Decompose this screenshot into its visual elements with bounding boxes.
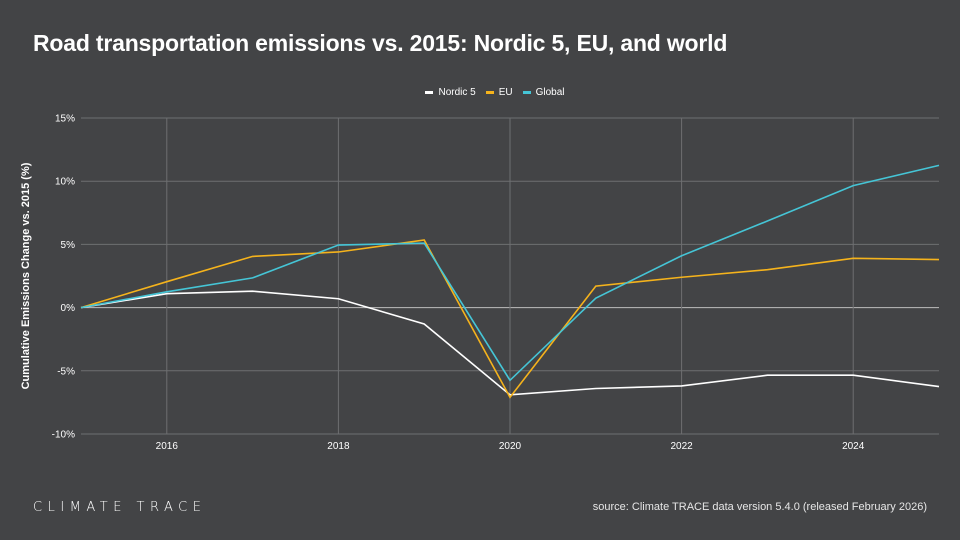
legend-label-nordic: Nordic 5 [438, 87, 476, 98]
series-line-nordic-5 [80, 290, 940, 396]
x-tick-label: 2024 [842, 441, 865, 452]
legend-item-global: Global [522, 87, 565, 98]
y-axis-ticks: -10% -5% 0% 5% 10% 15% [52, 114, 75, 441]
legend-item-eu: EU [485, 87, 513, 98]
x-tick-label: 2016 [156, 441, 179, 452]
legend-label-global: Global [535, 87, 565, 98]
legend-swatch-nordic [425, 91, 434, 94]
y-tick-label: 10% [55, 177, 75, 188]
y-tick-label: 15% [55, 114, 75, 125]
series-line-eu [80, 239, 940, 399]
series-line-global [80, 164, 940, 382]
y-axis-label: Cumulative Emissions Change vs. 2015 (%) [20, 162, 32, 389]
legend-item-nordic: Nordic 5 [425, 87, 476, 98]
x-tick-label: 2020 [499, 441, 522, 452]
x-tick-label: 2018 [327, 441, 350, 452]
chart-title: Road transportation emissions vs. 2015: … [33, 30, 728, 56]
climate-trace-logo: CLIMATE TRACE [33, 500, 207, 515]
x-tick-label: 2022 [670, 441, 693, 452]
legend-label-eu: EU [498, 87, 513, 98]
series-lines [80, 164, 940, 399]
legend: Nordic 5 EU Global [0, 87, 960, 98]
x-axis-ticks: 2016 2018 2020 2022 2024 [156, 441, 865, 452]
y-tick-label: 0% [61, 303, 76, 314]
grid [81, 117, 939, 435]
legend-swatch-eu [485, 91, 494, 94]
y-tick-label: -10% [52, 430, 75, 441]
source-note: source: Climate TRACE data version 5.4.0… [592, 501, 927, 513]
y-tick-label: 5% [61, 240, 76, 251]
y-tick-label: -5% [57, 366, 75, 377]
legend-swatch-global [522, 91, 531, 94]
